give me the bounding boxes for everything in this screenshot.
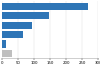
Bar (2, 50, 12, 57)
Bar (2, 31, 23, 38)
Bar (2, 40, 6, 48)
Bar (2, 12, 49, 19)
Bar (2, 22, 32, 29)
Bar (2, 3, 88, 10)
